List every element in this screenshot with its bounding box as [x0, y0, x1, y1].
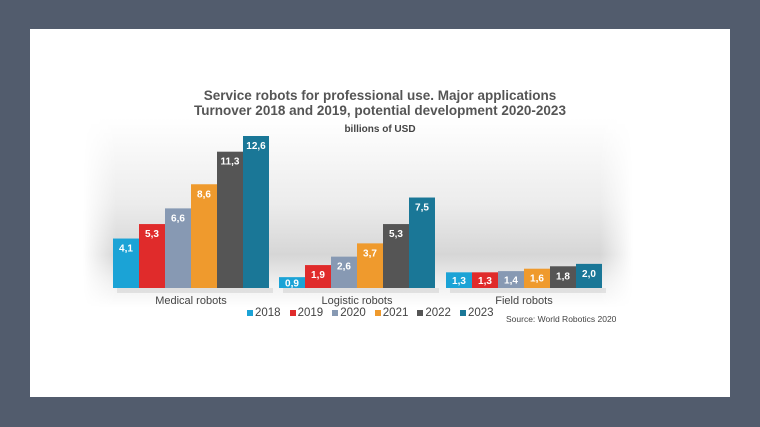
chart-title-line2: Turnover 2018 and 2019, potential develo…: [194, 103, 566, 118]
data-label: 1,6: [530, 274, 544, 285]
data-label: 1,4: [504, 276, 518, 287]
bar-shadow: [117, 288, 273, 293]
data-label: 6,6: [171, 213, 185, 224]
chart-subtitle: billions of USD: [344, 124, 416, 135]
legend-swatch: [417, 310, 424, 316]
data-label: 3,7: [363, 248, 377, 259]
bar-field-robots-2021: [524, 268, 550, 288]
legend-item-2018: 2018: [247, 307, 281, 319]
bar-shadow: [283, 288, 439, 293]
bar-medical-robots-2020: [165, 208, 191, 288]
bar-medical-robots-2023: [243, 136, 269, 288]
data-label: 1,3: [452, 276, 466, 287]
legend-label: 2022: [425, 307, 451, 319]
legend-label: 2023: [467, 307, 494, 319]
legend-swatch: [374, 310, 381, 316]
data-label: 1,8: [556, 271, 570, 282]
category-label: Logistic robots: [322, 295, 393, 307]
legend-label: 2018: [255, 307, 281, 319]
data-label: 5,3: [389, 229, 403, 240]
legend-label: 2021: [382, 307, 409, 319]
bar-field-robots-2020: [498, 271, 524, 288]
legend-item-2023: 2023: [459, 307, 494, 319]
legend-swatch: [459, 310, 466, 316]
data-label: 4,1: [119, 244, 133, 255]
bar-medical-robots-2018: [113, 238, 139, 288]
chart-source: Source: World Robotics 2020: [506, 314, 617, 324]
bar-logistic-robots-2020: [331, 256, 357, 288]
legend-swatch: [289, 310, 296, 316]
legend-item-2022: 2022: [417, 307, 451, 319]
bar-medical-robots-2019: [139, 224, 165, 288]
bar-shadow: [450, 288, 606, 293]
legend-item-2019: 2019: [289, 307, 324, 319]
data-label: 12,6: [246, 141, 266, 152]
data-label: 11,3: [221, 157, 240, 168]
legend-swatch: [247, 310, 253, 316]
bar-medical-robots-2022: [217, 151, 243, 288]
chart-legend: 2018 2019 2020 2021 2022 2023: [247, 307, 494, 319]
data-label: 7,5: [415, 203, 429, 214]
chart-title: Service robots for professional use. Maj…: [203, 88, 557, 103]
legend-label: 2020: [340, 307, 366, 319]
bar-logistic-robots-2018: [279, 277, 305, 288]
bar-logistic-robots-2019: [305, 265, 331, 288]
legend-item-2021: 2021: [374, 307, 409, 319]
category-label: Field robots: [495, 295, 553, 307]
bar-field-robots-2018: [446, 272, 472, 288]
data-label: 1,9: [311, 270, 325, 281]
bar-logistic-robots-2021: [357, 243, 383, 288]
bar-field-robots-2022: [550, 266, 576, 288]
data-label: 2,0: [582, 269, 596, 280]
data-label: 0,9: [285, 279, 299, 290]
legend-item-2020: 2020: [332, 307, 366, 319]
bar-medical-robots-2021: [191, 184, 217, 288]
legend-swatch: [332, 310, 339, 316]
bar-field-robots-2023: [576, 263, 602, 288]
bar-logistic-robots-2022: [383, 224, 409, 288]
data-label: 2,6: [337, 262, 351, 273]
legend-label: 2019: [297, 307, 324, 319]
bar-field-robots-2019: [472, 272, 498, 288]
data-label: 8,6: [197, 189, 211, 200]
category-label: Medical robots: [155, 295, 227, 307]
data-label: 5,3: [145, 229, 159, 240]
bar-logistic-robots-2023: [409, 197, 435, 288]
data-label: 1,3: [478, 276, 492, 287]
